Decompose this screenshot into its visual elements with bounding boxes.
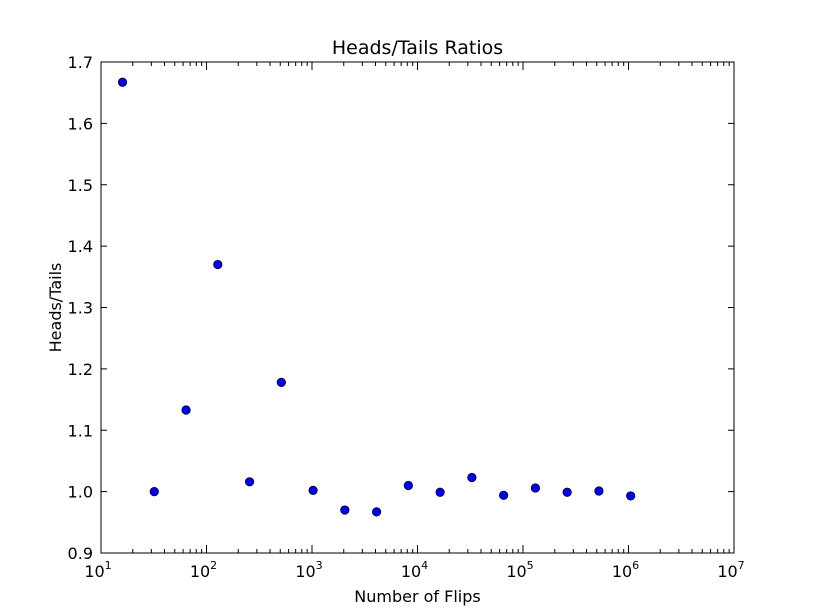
data-point (149, 487, 159, 497)
x-tick-label: 107 (717, 559, 744, 581)
y-tick-label: 1.1 (68, 421, 93, 440)
x-tick-label: 105 (506, 559, 533, 581)
y-tick-label: 1.5 (68, 176, 93, 195)
plot-frame (100, 61, 735, 554)
data-point (626, 491, 636, 501)
y-tick-label: 1.4 (68, 237, 93, 256)
x-tick-label-base: 10 (295, 562, 315, 581)
data-point (403, 480, 413, 491)
data-point (276, 377, 286, 387)
data-point (308, 485, 318, 495)
y-axis-label: Heads/Tails (46, 263, 65, 353)
x-tick-label: 104 (401, 559, 428, 581)
x-tick-label-exponent: 5 (527, 559, 534, 572)
x-tick-label: 102 (190, 559, 217, 581)
data-point (117, 77, 128, 87)
x-tick-label-exponent: 1 (105, 559, 112, 572)
x-tick-label-base: 10 (190, 562, 210, 581)
y-tick-label: 1.6 (68, 114, 93, 133)
x-tick-label-base: 10 (717, 562, 737, 581)
y-tick-label: 1.2 (68, 360, 93, 379)
x-tick-label: 103 (295, 559, 322, 581)
data-point (244, 477, 255, 487)
x-tick-label-exponent: 4 (421, 559, 428, 572)
y-tick-label: 1.0 (68, 483, 93, 502)
x-tick-label-exponent: 2 (210, 559, 217, 572)
x-tick-label-exponent: 6 (632, 559, 639, 572)
x-tick-label-exponent: 7 (738, 559, 745, 572)
data-point (530, 483, 540, 493)
x-tick-label-base: 10 (84, 562, 104, 581)
data-point (467, 472, 477, 483)
x-tick-label-base: 10 (612, 562, 632, 581)
y-tick-label: 0.9 (68, 544, 93, 563)
x-tick-label-base: 10 (401, 562, 421, 581)
data-point (499, 490, 509, 500)
data-point (562, 487, 572, 497)
data-point (594, 486, 604, 496)
y-tick-label: 1.3 (68, 299, 93, 318)
x-tick-label-exponent: 3 (316, 559, 323, 572)
x-tick-label-base: 10 (506, 562, 526, 581)
x-tick-label: 101 (84, 559, 111, 581)
x-axis-label: Number of Flips (354, 587, 480, 606)
chart-title: Heads/Tails Ratios (332, 37, 503, 59)
data-point (435, 487, 445, 497)
data-point (213, 259, 223, 270)
data-point (372, 507, 382, 517)
y-tick-label: 1.7 (68, 53, 93, 72)
data-point (340, 505, 350, 515)
data-point (181, 405, 191, 415)
x-tick-label: 106 (612, 559, 639, 581)
